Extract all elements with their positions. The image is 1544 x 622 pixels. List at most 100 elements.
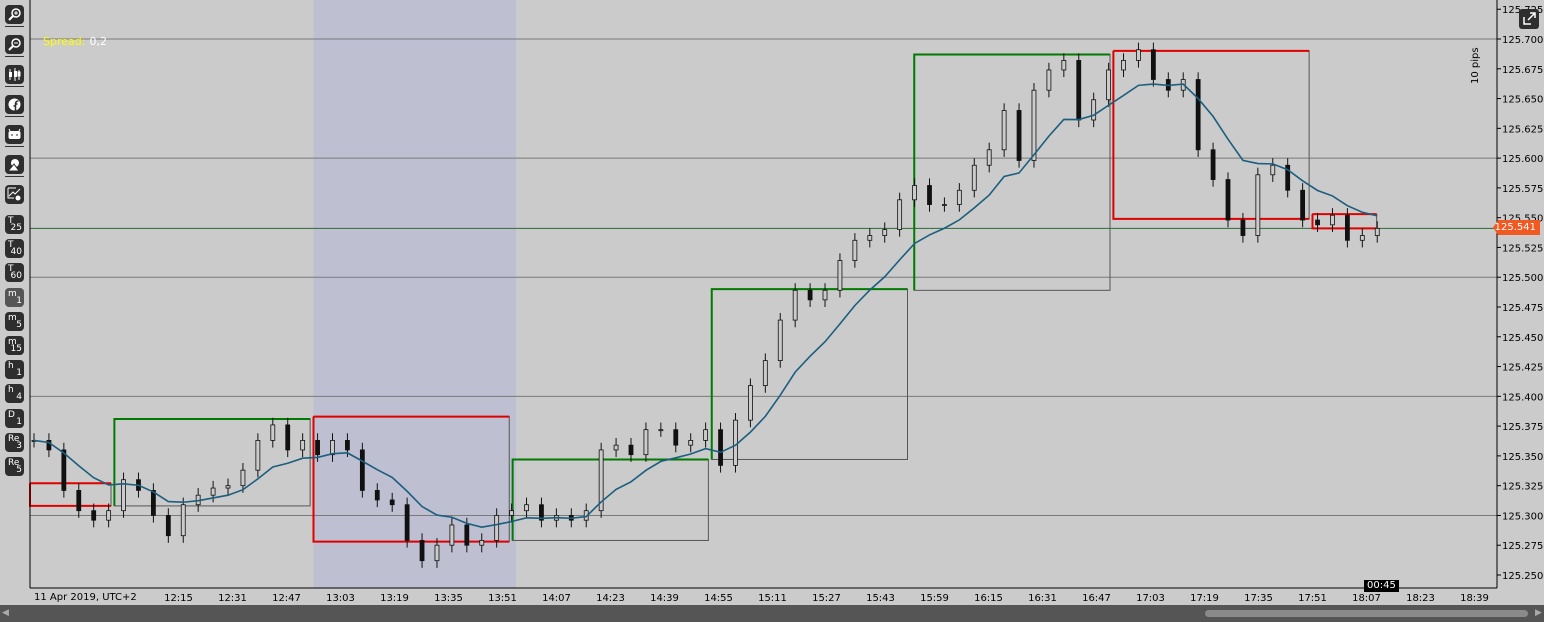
candle [733, 419, 738, 466]
zoom-in-button[interactable] [5, 5, 24, 24]
candle [270, 424, 276, 441]
candle [225, 485, 231, 489]
timeframe-type: Re [8, 458, 20, 468]
timeframe-type: T [8, 240, 14, 251]
candle [1031, 89, 1037, 161]
timeframe-value: 60 [10, 271, 22, 282]
candle [1225, 179, 1231, 221]
facebook-button[interactable] [5, 95, 24, 114]
bull-box-edge [511, 458, 709, 541]
bear-box-edge [1311, 213, 1377, 230]
candle [1136, 49, 1141, 61]
range-box [711, 288, 908, 460]
chart-settings-button[interactable] [5, 185, 24, 204]
candle [1374, 227, 1380, 236]
timeframe-value: 5 [16, 319, 22, 330]
candle [1106, 69, 1111, 101]
candle [762, 360, 768, 387]
shapes-button[interactable] [5, 155, 24, 174]
timeframe-value: 15 [10, 344, 22, 354]
popout-button[interactable] [1519, 9, 1539, 29]
current-price-tag: 125.541 [1493, 220, 1540, 235]
robot-button[interactable] [5, 125, 24, 144]
candlestick-icon [9, 68, 21, 81]
time-tick-label: 18:23 [1406, 593, 1435, 604]
time-tick-label: 16:31 [1028, 593, 1057, 604]
timeframe-t60[interactable]: T 60 [5, 263, 24, 283]
price-tick-label: 125.550 [1502, 214, 1543, 225]
candle [1210, 149, 1216, 180]
time-tick-label: 15:43 [866, 593, 895, 604]
candle [703, 429, 709, 441]
candle [150, 490, 156, 516]
timeframe-m15[interactable]: m 15 [5, 336, 24, 355]
candle [718, 429, 723, 466]
candle [971, 164, 977, 191]
price-tick-label: 125.475 [1502, 303, 1543, 314]
candle [121, 479, 126, 512]
scale-label: 10 pips [1470, 47, 1481, 84]
candle [389, 499, 395, 506]
candle [165, 515, 171, 537]
timeframe-type: Re [8, 433, 20, 444]
candle [345, 440, 350, 451]
candle [748, 385, 753, 421]
candlestick-button[interactable] [5, 65, 24, 84]
timeframe-value: 25 [10, 223, 22, 233]
time-tick-label: 13:35 [434, 593, 463, 604]
candle [1359, 235, 1365, 241]
timeframe-type: T [8, 264, 14, 275]
timeframe-re5[interactable]: Re 5 [5, 457, 24, 476]
price-tick-label: 125.300 [1502, 511, 1543, 522]
time-tick-label: 12:31 [218, 593, 247, 604]
candle [1330, 214, 1335, 226]
price-tick-label: 125.700 [1502, 35, 1543, 46]
price-tick-label: 125.675 [1502, 65, 1543, 76]
time-tick-label: 17:51 [1298, 593, 1327, 604]
candle [613, 444, 619, 451]
price-tick-label: 125.325 [1502, 482, 1543, 493]
candle [1240, 219, 1246, 236]
candle [464, 524, 470, 546]
bull-box-edge [113, 417, 311, 506]
horizontal-scrollbar[interactable] [0, 605, 1544, 622]
scroll-right-icon[interactable]: ▶ [1535, 608, 1542, 618]
candle [46, 440, 52, 451]
price-chart[interactable]: 125.725125.700125.675125.650125.625125.6… [0, 0, 1544, 605]
price-tick-label: 125.425 [1502, 363, 1543, 374]
timeframe-re3[interactable]: Re 3 [5, 432, 24, 452]
toolbar-divider [5, 176, 24, 177]
candle [106, 510, 112, 521]
date-label: 11 Apr 2019, UTC+2 [34, 592, 137, 603]
candle [91, 510, 97, 521]
candle [449, 524, 455, 546]
price-tick-label: 125.350 [1502, 452, 1543, 463]
time-tick-label: 13:03 [326, 593, 355, 604]
zoom-out-button[interactable] [5, 35, 24, 54]
scrollbar-thumb[interactable] [1205, 610, 1528, 617]
timeframe-t40[interactable]: T 40 [5, 239, 24, 259]
candle [912, 185, 917, 201]
spread-readout: Spread: 0,2 [43, 35, 107, 48]
candle [1046, 69, 1052, 91]
price-tick-label: 125.575 [1502, 184, 1543, 195]
timeframe-t25[interactable]: T 25 [5, 215, 24, 234]
candle [1270, 164, 1276, 176]
timeframe-type: D [8, 409, 15, 420]
timeframe-type: h [8, 361, 14, 372]
candle [1091, 99, 1097, 121]
time-tick-label: 15:27 [812, 593, 841, 604]
candle [434, 544, 440, 562]
candle [180, 504, 186, 537]
scroll-left-icon[interactable]: ◀ [2, 608, 9, 618]
bull-box-edge [913, 53, 1110, 291]
candle [1315, 219, 1320, 226]
price-tick-label: 125.650 [1502, 95, 1543, 106]
price-tick-label: 125.275 [1502, 541, 1543, 552]
time-tick-label: 13:51 [488, 593, 517, 604]
